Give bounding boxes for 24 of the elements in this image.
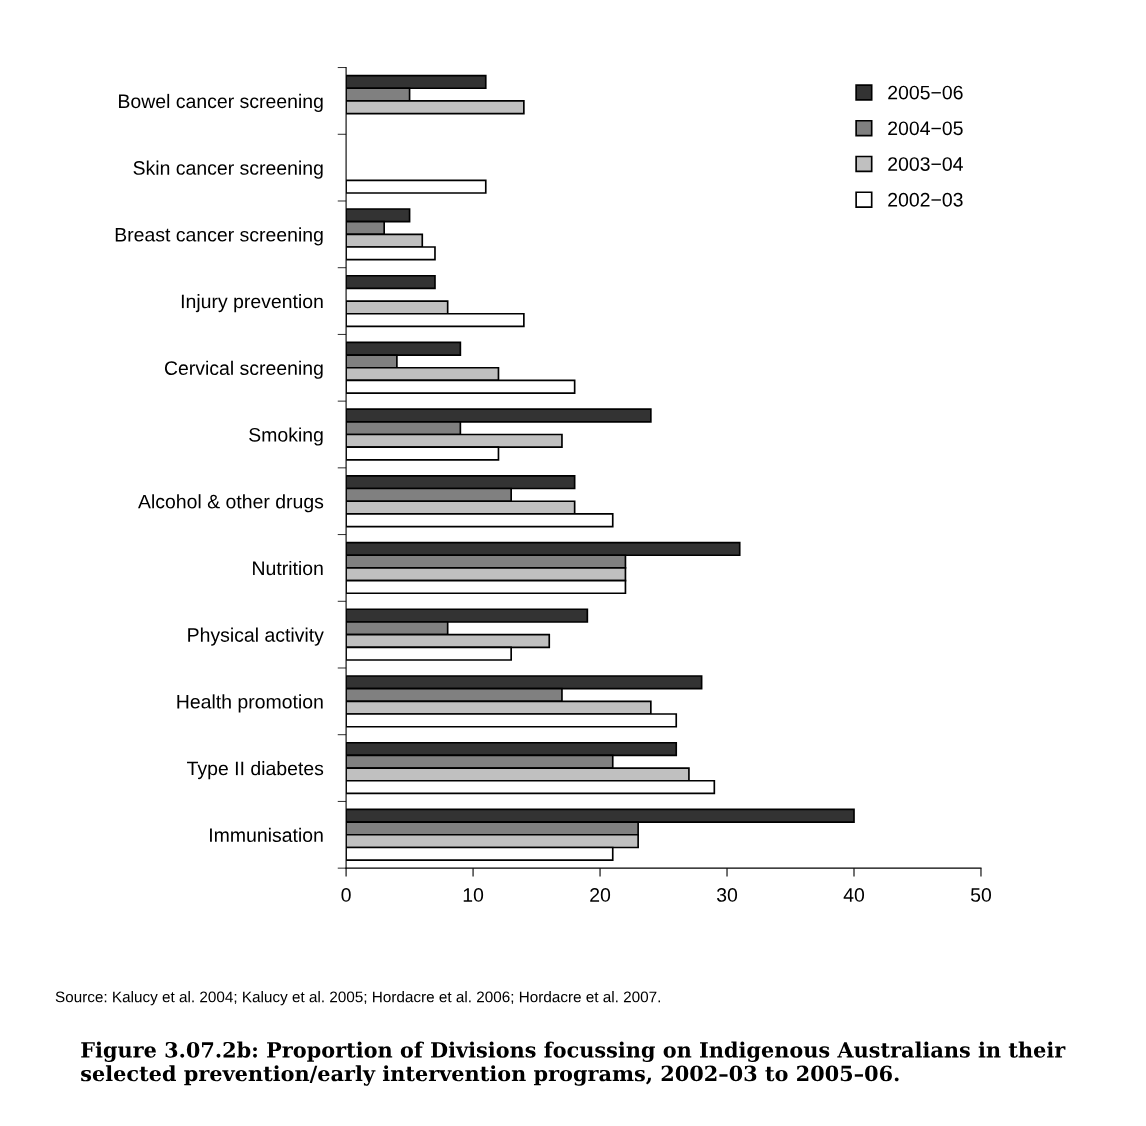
y-tick-label: Health promotion (177, 694, 323, 713)
x-tick-label: 10 (463, 888, 484, 902)
x-tick-label: 20 (590, 888, 611, 902)
y-tick-label: Physical activity (188, 627, 324, 646)
x-tick-label: 30 (716, 888, 738, 902)
y-tick-label: Smoking (249, 427, 323, 446)
x-tick-label: 0 (341, 888, 351, 902)
legend-label: 2005−06 (888, 85, 963, 100)
y-tick-label: Injury prevention (181, 294, 323, 313)
x-tick-label: 50 (970, 888, 992, 902)
y-tick-label: Nutrition (253, 560, 323, 576)
y-tick-label: Alcohol & other drugs (138, 494, 324, 513)
y-tick-label: Cervical screening (164, 360, 323, 379)
x-tick-label: 40 (843, 888, 865, 902)
text: Figure 3.07.2b: Proportion of Divisions focussing on Indigenous Australians in their selected prevention/early intervention programs, 2002–03 to 2005–06. (81, 1041, 1066, 1086)
legend-label: 2002−03 (888, 192, 963, 207)
y-tick-label: Skin cancer screening (133, 160, 323, 179)
legend-label: 2004−05 (888, 121, 963, 136)
y-tick-label: Type II diabetes (187, 761, 324, 780)
legend-label: 2003−04 (888, 157, 963, 171)
source-note: Source: Kalucy et al. 2004; Kalucy et al. 2005; Hordacre et al. 2006; Hordacre et al. 2007. (55, 991, 660, 1006)
y-tick-label: Breast cancer screening (115, 227, 323, 246)
y-tick-label: Immunisation (210, 827, 323, 843)
y-tick-label: Bowel cancer screening (119, 93, 323, 112)
